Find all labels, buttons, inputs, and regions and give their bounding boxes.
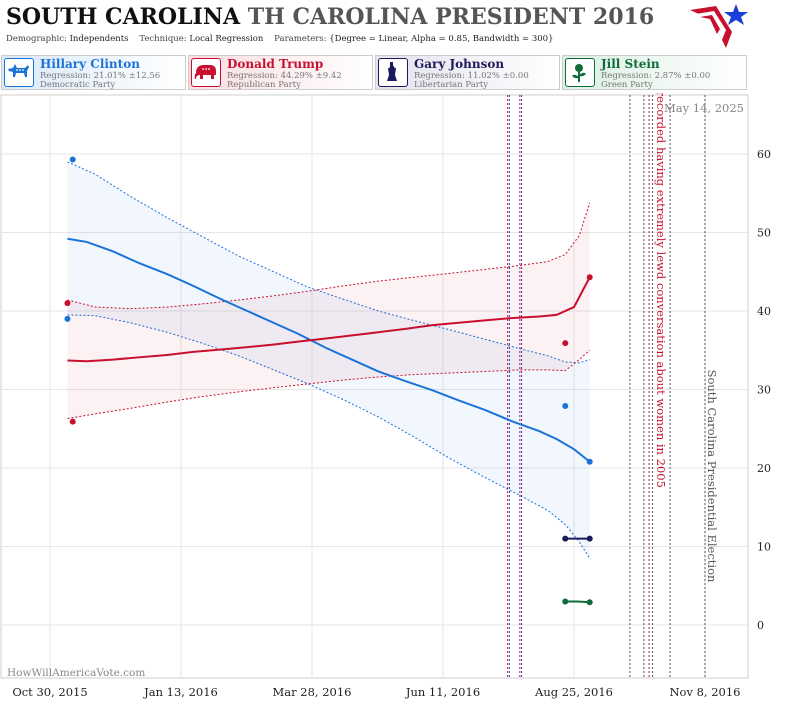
y-tick-label: 60 [757, 148, 771, 161]
param-parameters-key: Parameters: [274, 34, 327, 44]
legend-trump: Donald Trump Regression: 44.29% ±9.42 Re… [188, 55, 373, 90]
data-point [64, 315, 71, 322]
y-tick-label: 30 [757, 384, 771, 397]
x-tick-label: Oct 30, 2015 [12, 685, 87, 699]
legend-clinton-name: Hillary Clinton [40, 57, 140, 71]
data-point [64, 300, 71, 307]
data-point [562, 535, 569, 542]
x-tick-label: Aug 25, 2016 [534, 685, 613, 699]
data-point [69, 156, 76, 163]
liberty-icon [378, 58, 408, 87]
confidence-band [67, 161, 590, 559]
x-tick-label: Jan 13, 2016 [143, 685, 218, 699]
page-title: SOUTH CAROLINA TH CAROLINA PRESIDENT 201… [6, 4, 654, 30]
data-point [562, 598, 569, 605]
data-point [586, 274, 593, 281]
data-point [586, 599, 593, 606]
data-point [562, 340, 569, 347]
legend-stein-party: Green Party [601, 80, 653, 90]
legend-johnson-regression: Regression: 11.02% ±0.00 [414, 71, 529, 81]
series-lines-layer [67, 237, 591, 604]
band-upper-line [67, 161, 590, 364]
confidence-band [67, 202, 590, 419]
series-line [565, 600, 590, 604]
legend-trump-regression: Regression: 44.29% ±9.42 [227, 71, 342, 81]
legend-trump-name: Donald Trump [227, 57, 324, 71]
x-tick-label: Jun 11, 2016 [405, 685, 480, 699]
event-annotation: South Carolina Presidential Election [705, 370, 719, 583]
legend-trump-party: Republican Party [227, 80, 301, 90]
date-label: May 14, 2025 [664, 101, 744, 115]
legend-johnson-party: Libertarian Party [414, 80, 489, 90]
labels-layer: 0 10 20 30 40 50 60 Oct 30, 2015 Jan 13, 2016 Mar… [12, 93, 771, 699]
legend-clinton-party: Democratic Party [40, 80, 116, 90]
y-tick-label: 10 [757, 541, 771, 554]
y-tick-label: 0 [757, 619, 764, 632]
legend-stein-regression: Regression: 2.87% ±0.00 [601, 71, 711, 81]
legend-johnson: Gary Johnson Regression: 11.02% ±0.00 Li… [375, 55, 560, 90]
site-logo-icon [690, 4, 748, 48]
legend-clinton-regression: Regression: 21.01% ±12.56 [40, 71, 161, 81]
x-tick-label: Nov 8, 2016 [669, 685, 740, 699]
sunflower-icon [565, 58, 595, 87]
title-race: TH CAROLINA PRESIDENT 2016 [247, 4, 655, 30]
param-technique-key: Technique: [139, 34, 187, 44]
legend-clinton: Hillary Clinton Regression: 21.01% ±12.5… [1, 55, 186, 90]
event-lines-layer [507, 95, 706, 678]
grid-layer [0, 94, 749, 679]
polling-chart: 0 10 20 30 40 50 60 Oct 30, 2015 Jan 13, 2016 Mar… [0, 93, 771, 699]
event-annotation: Trump recorded having extremely lewd con… [654, 93, 668, 488]
band-layer [67, 161, 591, 559]
param-technique-value: Local Regression [189, 34, 264, 44]
series-line [67, 237, 591, 463]
y-tick-label: 40 [757, 305, 771, 318]
param-parameters-value: {Degree = Linear, Alpha = 0.85, Bandwidt… [329, 34, 554, 44]
y-tick-label: 50 [757, 227, 771, 240]
plot-frame [0, 94, 749, 679]
y-tick-label: 20 [757, 462, 771, 475]
band-lower-line [67, 349, 591, 420]
legend-stein-name: Jill Stein [601, 57, 660, 71]
data-point [586, 535, 593, 542]
points-layer [64, 156, 593, 606]
data-point [586, 458, 593, 465]
param-demographic-key: Demographic: [6, 34, 67, 44]
title-state: SOUTH CAROLINA [6, 4, 241, 30]
watermark: HowWillAmericaVote.com [7, 667, 146, 679]
legend-stein: Jill Stein Regression: 2.87% ±0.00 Green… [562, 55, 747, 90]
x-tick-label: Mar 28, 2016 [273, 685, 352, 699]
chart-header: SOUTH CAROLINA TH CAROLINA PRESIDENT 201… [0, 0, 789, 92]
data-point [69, 418, 76, 425]
parameters-line: Demographic: Independents Technique: Loc… [6, 34, 553, 44]
elephant-icon [191, 58, 221, 87]
legend-johnson-name: Gary Johnson [414, 57, 505, 71]
data-point [562, 402, 569, 409]
donkey-icon [4, 58, 34, 87]
param-demographic-value: Independents [69, 34, 129, 44]
series-line [67, 276, 591, 363]
